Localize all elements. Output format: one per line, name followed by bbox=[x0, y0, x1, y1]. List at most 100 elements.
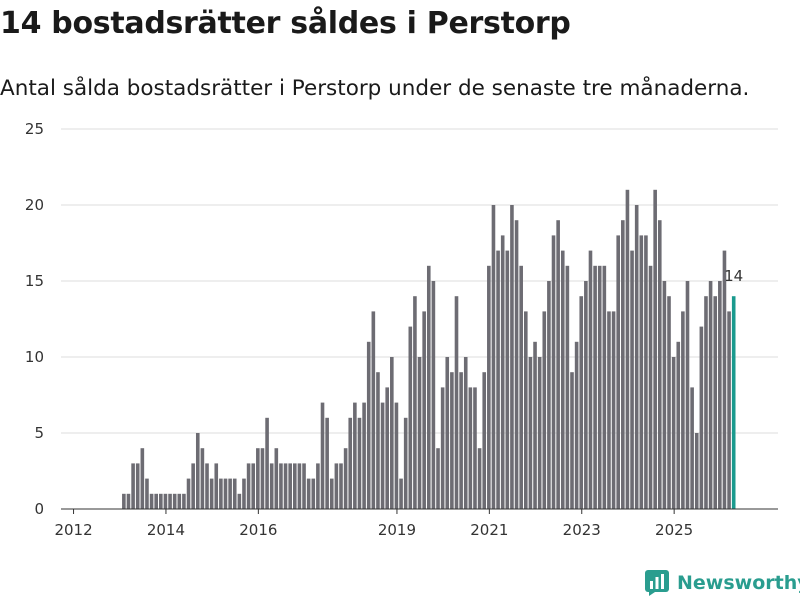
bar bbox=[390, 357, 394, 509]
bar bbox=[269, 463, 274, 509]
bar bbox=[394, 402, 399, 509]
bar bbox=[126, 493, 131, 509]
bar bbox=[500, 235, 505, 509]
bar bbox=[648, 265, 653, 509]
bar bbox=[727, 311, 731, 509]
bar bbox=[621, 220, 625, 509]
bar bbox=[713, 296, 718, 509]
bar bbox=[357, 417, 362, 509]
bar bbox=[718, 281, 722, 509]
bar bbox=[214, 463, 219, 509]
bar bbox=[154, 493, 158, 509]
bar bbox=[574, 341, 579, 509]
bar bbox=[551, 235, 556, 509]
bar bbox=[533, 341, 537, 509]
bar bbox=[473, 387, 477, 509]
x-tick-label: 2012 bbox=[54, 521, 92, 539]
bar bbox=[639, 235, 644, 509]
x-tick-label: 2021 bbox=[470, 521, 508, 539]
bar bbox=[445, 357, 450, 509]
highlight-bar bbox=[731, 296, 736, 509]
bar bbox=[597, 265, 602, 509]
bar bbox=[431, 281, 436, 509]
bar bbox=[570, 372, 574, 509]
bar bbox=[348, 417, 353, 509]
bar bbox=[519, 265, 523, 509]
bar bbox=[611, 311, 616, 509]
y-axis-ticks: 0 5 10 15 20 25 bbox=[25, 120, 44, 518]
bar bbox=[145, 478, 149, 509]
bar bbox=[246, 463, 251, 509]
bar bbox=[477, 448, 482, 509]
bar bbox=[426, 265, 431, 509]
bar bbox=[505, 250, 510, 509]
bar bbox=[644, 235, 648, 509]
bar bbox=[487, 265, 491, 509]
bar bbox=[560, 250, 565, 509]
bar bbox=[653, 189, 657, 510]
bar bbox=[177, 493, 182, 509]
bar bbox=[256, 448, 260, 509]
bar bbox=[681, 311, 685, 509]
bars bbox=[122, 189, 736, 510]
bar bbox=[329, 478, 334, 509]
bar bbox=[219, 478, 223, 509]
bar bbox=[690, 387, 694, 509]
bar bbox=[671, 357, 676, 509]
bar bbox=[616, 235, 620, 509]
bar bbox=[708, 281, 713, 509]
bar bbox=[662, 281, 667, 509]
x-tick-label: 2025 bbox=[655, 521, 693, 539]
y-tick-label: 15 bbox=[25, 272, 44, 290]
x-tick-label: 2023 bbox=[563, 521, 601, 539]
bar bbox=[279, 463, 283, 509]
bar bbox=[140, 448, 145, 509]
data-labels: 14 bbox=[724, 267, 743, 285]
bar bbox=[547, 281, 551, 509]
bar bbox=[283, 463, 288, 509]
bar bbox=[260, 448, 265, 509]
bar bbox=[422, 311, 426, 509]
bar bbox=[311, 478, 316, 509]
bar bbox=[297, 463, 302, 509]
bar bbox=[676, 341, 681, 509]
y-tick-label: 0 bbox=[34, 500, 44, 518]
bar bbox=[131, 463, 135, 509]
bar bbox=[514, 220, 519, 509]
bar bbox=[468, 387, 473, 509]
highlight-data-label: 14 bbox=[724, 267, 743, 285]
bar bbox=[228, 478, 232, 509]
bar bbox=[265, 417, 269, 509]
bar bbox=[172, 493, 177, 509]
bar bbox=[524, 311, 528, 509]
bar bbox=[625, 189, 630, 510]
bar bbox=[168, 493, 172, 509]
bar bbox=[454, 296, 459, 509]
bar bbox=[237, 493, 242, 509]
bar bbox=[186, 478, 191, 509]
newsworthy-logo: Newsworthy bbox=[645, 570, 800, 596]
bar bbox=[334, 463, 339, 509]
bar bbox=[685, 281, 690, 509]
bar bbox=[200, 448, 205, 509]
bar bbox=[579, 296, 584, 509]
bar bbox=[565, 265, 570, 509]
bar bbox=[630, 250, 634, 509]
bar bbox=[556, 220, 560, 509]
bar bbox=[320, 402, 325, 509]
bar bbox=[588, 250, 593, 509]
x-tick-label: 2014 bbox=[147, 521, 185, 539]
bar bbox=[122, 493, 126, 509]
bar bbox=[704, 296, 708, 509]
page-subtitle: Antal sålda bostadsrätter i Perstorp und… bbox=[0, 76, 750, 101]
bar bbox=[657, 220, 662, 509]
bar bbox=[403, 417, 408, 509]
bar bbox=[510, 205, 514, 509]
bar bbox=[316, 463, 320, 509]
chart-logo-icon bbox=[645, 570, 669, 596]
bar bbox=[722, 250, 727, 509]
y-tick-label: 5 bbox=[34, 424, 44, 442]
bar bbox=[366, 341, 371, 509]
bar bbox=[417, 357, 422, 509]
bar bbox=[399, 478, 403, 509]
